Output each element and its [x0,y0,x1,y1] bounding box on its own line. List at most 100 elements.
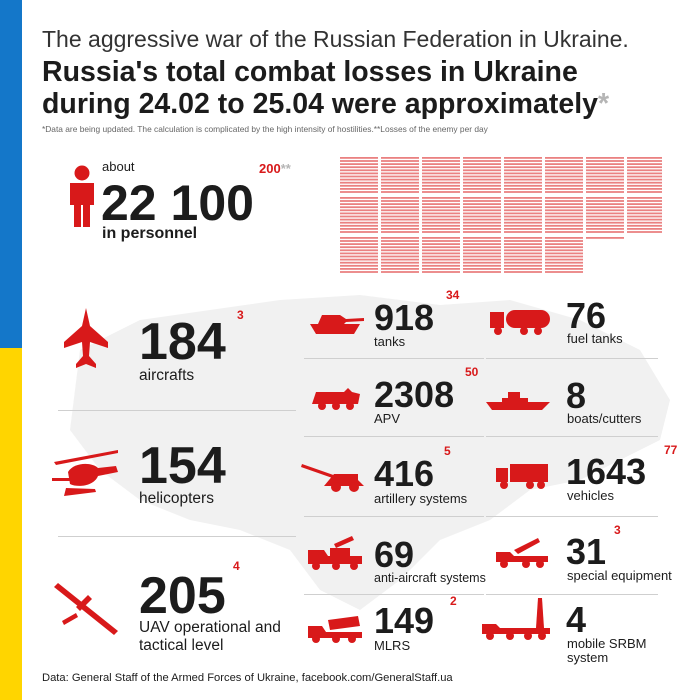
mlrs-label: MLRS [374,638,411,653]
helicopter-icon [52,450,118,496]
helicopters-value: 154 [139,437,226,495]
personnel-about: about [102,159,135,174]
anti-aircraft-icon [308,536,362,570]
personnel-block [422,157,460,193]
mlrs-value: 149 [374,600,435,641]
apv-icon [312,388,360,410]
title-asterisk: * [597,88,610,120]
vehicles-value: 1643 [566,451,647,492]
tanks-daily: 34 [446,288,460,302]
apv-value: 2308 [374,374,455,415]
tanks-value: 918 [374,297,435,338]
vehicles-label: vehicles [567,488,614,503]
fighter-jet-icon [64,308,108,368]
personnel-block [422,197,460,233]
boats-value: 8 [566,375,587,416]
personnel-block [381,157,419,193]
divider [304,358,484,359]
uav-daily: 4 [233,559,240,573]
artillery-label: artillery systems [374,491,468,506]
personnel-unit-grid [340,157,662,273]
truck-icon [496,464,548,489]
drone-icon [54,583,118,635]
fuel-tank-icon [490,310,550,335]
personnel-block [340,157,378,193]
divider [58,536,296,537]
personnel-block [627,157,662,193]
artillery-value: 416 [374,453,435,494]
personnel-block [381,197,419,233]
fuel-tanks-label: fuel tanks [567,331,623,346]
flag-blue-stripe [0,0,22,348]
srbm-label-line-1: mobile SRBM [567,636,647,651]
flag-yellow-stripe [0,348,22,700]
title-line-2: during 24.02 to 25.04 were approximately… [42,88,692,120]
title-line-2-text: during 24.02 to 25.04 were approximately [42,88,598,120]
boat-icon [486,392,550,410]
personnel-block [463,157,501,193]
divider [486,594,658,595]
personnel-label: in personnel [102,225,198,242]
divider [486,358,658,359]
tank-icon [310,315,364,334]
fuel-tanks-value: 76 [566,295,607,336]
uav-label-line-1: UAV operational and [139,619,281,636]
missile-launcher-icon [482,598,550,640]
title-line-1: Russia's total combat losses in Ukraine [42,56,578,88]
personnel-block [545,157,583,193]
header-subtitle: The aggressive war of the Russian Federa… [42,26,629,52]
srbm-value: 4 [566,599,587,640]
divider [58,410,296,411]
uav-value: 205 [139,567,226,625]
tanks-label: tanks [374,334,406,349]
personnel-block [504,237,542,273]
boats-label: boats/cutters [567,411,642,426]
mlrs-icon [308,616,362,643]
special-equipment-daily: 3 [614,523,621,537]
footer-source: Data: General Staff of the Armed Forces … [42,672,453,684]
personnel-daily: 200** [259,162,291,175]
apv-label: APV [374,411,401,426]
divider [486,436,658,437]
crane-truck-icon [496,538,548,568]
personnel-block [586,197,624,233]
personnel-block [504,197,542,233]
personnel-block [463,197,501,233]
personnel-block [340,197,378,233]
mlrs-daily: 2 [450,594,457,608]
special-equipment-value: 31 [566,531,607,572]
special-equipment-label: special equipment [567,568,672,583]
aircrafts-value: 184 [139,313,226,371]
personnel-block [381,237,419,273]
personnel-block [340,237,378,273]
personnel-block [422,237,460,273]
vehicles-daily: 77 [664,443,678,457]
artillery-icon [301,464,364,492]
personnel-block [627,197,662,233]
data-note: *Data are being updated. The calculation… [42,124,488,134]
personnel-block [586,237,624,239]
divider [486,516,658,517]
personnel-block [545,197,583,233]
ukraine-map-background [70,295,670,610]
artillery-daily: 5 [444,444,451,458]
apv-daily: 50 [465,365,479,379]
aircrafts-label: aircrafts [139,367,195,384]
personnel-block [504,157,542,193]
personnel-block [545,237,583,273]
helicopters-label: helicopters [139,490,214,507]
divider [304,516,484,517]
personnel-daily-value: 200 [259,161,281,176]
divider [304,436,484,437]
anti-aircraft-value: 69 [374,534,415,575]
personnel-block [463,237,501,273]
divider [304,594,484,595]
personnel-block [586,157,624,193]
anti-aircraft-label: anti-aircraft systems [374,571,486,585]
personnel-daily-mark: ** [280,161,291,176]
personnel-value: 22 100 [101,175,254,231]
srbm-label-line-2: system [567,650,609,665]
uav-label-line-2: tactical level [139,637,224,654]
person-icon [70,165,94,227]
aircrafts-daily: 3 [237,308,244,322]
